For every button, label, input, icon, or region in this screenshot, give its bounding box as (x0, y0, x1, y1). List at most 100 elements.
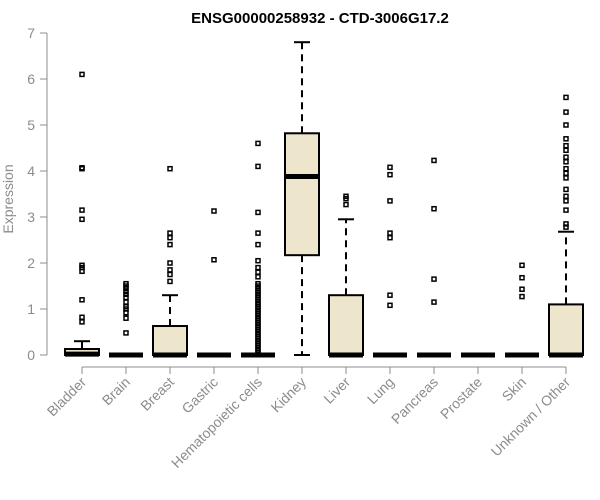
outlier-point (563, 165, 569, 172)
outlier-point (123, 288, 129, 295)
y-tick-label: 0 (27, 347, 35, 363)
box-group (241, 140, 275, 358)
y-tick-label: 5 (27, 117, 35, 133)
x-tick-label: Brain (99, 374, 133, 408)
outlier-point (167, 267, 173, 273)
x-tick-label: Breast (137, 374, 177, 414)
outlier-point (431, 157, 437, 164)
outlier-point (563, 170, 569, 177)
y-tick-label: 2 (27, 255, 35, 271)
outlier-point (255, 257, 261, 264)
x-tick-label: Pancreas (388, 374, 441, 427)
outlier-point (563, 198, 569, 204)
outlier-point (563, 193, 569, 200)
outlier-point (255, 264, 261, 271)
outlier-point (123, 315, 129, 321)
x-tick-label: Lung (364, 374, 397, 407)
boxes (64, 41, 584, 358)
y-tick-label: 6 (27, 71, 35, 87)
outlier-point (123, 291, 129, 298)
box-group (505, 262, 539, 358)
outlier-point (167, 278, 173, 285)
outlier-point (519, 274, 525, 281)
box-group (152, 165, 188, 358)
outlier-point (123, 294, 129, 301)
outlier-point (563, 147, 569, 154)
iqr-box (328, 294, 364, 357)
y-tick-label: 1 (27, 301, 35, 317)
outlier-point (387, 302, 393, 309)
iqr-box (152, 325, 188, 356)
outlier-point (563, 224, 569, 230)
outlier-point (431, 205, 437, 212)
y-axis: 0 1 2 3 4 5 6 7 (27, 25, 48, 363)
x-tick-label: Unknown / Other (488, 374, 574, 460)
outlier-point (255, 163, 261, 170)
outlier-point (255, 269, 261, 275)
outlier-point (387, 234, 393, 241)
box-group (64, 71, 100, 357)
iqr-box (548, 303, 584, 356)
outlier-point (387, 171, 393, 178)
outlier-point (79, 207, 85, 213)
outlier-point (563, 122, 569, 128)
x-tick-label: Gastric (178, 374, 221, 417)
y-axis-label: Expression (0, 164, 16, 233)
outlier-point (79, 319, 85, 325)
box-group (548, 94, 584, 358)
outlier-point (211, 257, 217, 263)
outlier-point (563, 207, 569, 213)
outlier-point (563, 94, 569, 101)
outlier-point (563, 186, 569, 193)
x-tick-label: Prostate (437, 374, 485, 422)
y-tick-label: 3 (27, 209, 35, 225)
outlier-point (79, 297, 85, 303)
outlier-point (255, 140, 261, 147)
box-group (284, 41, 320, 356)
outlier-point (167, 260, 173, 266)
box-group (373, 164, 407, 358)
outlier-point (563, 221, 569, 227)
outlier-point (563, 142, 569, 149)
y-tick-label: 4 (27, 163, 35, 179)
outlier-point (387, 230, 393, 236)
outlier-point (79, 314, 85, 321)
outlier-point (519, 293, 525, 300)
outlier-point (519, 286, 525, 292)
outlier-point (387, 292, 393, 298)
outlier-point (79, 262, 85, 269)
outlier-point (431, 276, 437, 282)
outlier-point (519, 262, 525, 269)
outlier-point (167, 230, 173, 236)
outlier-point (563, 136, 569, 142)
x-tick-label: Kidney (268, 374, 310, 416)
outlier-point (167, 165, 173, 172)
iqr-box (284, 132, 320, 257)
box-group (417, 157, 451, 358)
outlier-point (123, 280, 129, 287)
box-group (109, 280, 143, 358)
outlier-point (563, 175, 569, 181)
outlier-point (343, 193, 349, 200)
outlier-point (255, 274, 261, 280)
outlier-point (431, 299, 437, 305)
outlier-point (123, 299, 129, 305)
outlier-point (255, 280, 261, 287)
outlier-point (387, 198, 393, 204)
outlier-point (79, 216, 85, 223)
outlier-point (343, 201, 349, 208)
outlier-point (79, 165, 85, 171)
outlier-point (563, 159, 569, 165)
outlier-point (563, 154, 569, 160)
y-tick-label: 7 (27, 25, 35, 41)
outlier-point (211, 208, 217, 214)
outlier-point (79, 71, 85, 78)
outlier-point (255, 230, 261, 236)
outlier-point (123, 330, 129, 336)
x-tick-label: Bladder (44, 374, 90, 420)
chart-title: ENSG00000258932 - CTD-3006G17.2 (191, 10, 449, 27)
box-group (197, 208, 231, 358)
x-tick-label: Liver (320, 374, 353, 407)
